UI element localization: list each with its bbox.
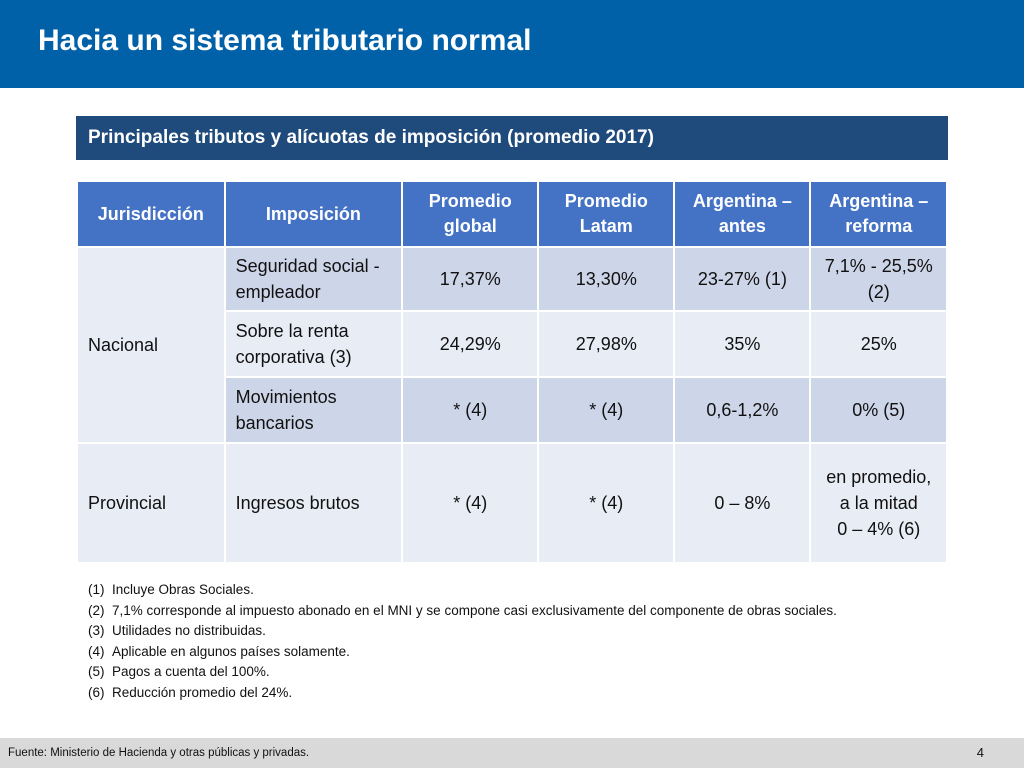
footnote-number: (5)	[88, 664, 105, 679]
tax-name: Seguridad social - empleador	[225, 248, 402, 310]
footnote: (4) Aplicable en algunos países solamente…	[88, 642, 837, 663]
promedio-global-value: * (4)	[403, 378, 538, 442]
footnote: (5) Pagos a cuenta del 100%.	[88, 662, 837, 683]
promedio-latam-value: 13,30%	[539, 248, 674, 310]
tax-name: Ingresos brutos	[225, 444, 402, 562]
footnote-number: (2)	[88, 602, 105, 618]
jurisdiction-provincial: Provincial	[78, 444, 224, 562]
tax-table: Jurisdicción Imposición Promedio global …	[76, 180, 948, 564]
footnote-text: Pagos a cuenta del 100%.	[112, 664, 270, 679]
table-row: Sobre la renta corporativa (3) 24,29% 27…	[78, 312, 946, 376]
footnote-text: Incluye Obras Sociales.	[112, 582, 254, 597]
header-jurisdiccion: Jurisdicción	[78, 182, 224, 246]
footnote: (3) Utilidades no distribuidas.	[88, 621, 837, 642]
footnote: (6) Reducción promedio del 24%.	[88, 683, 837, 704]
tax-name: Sobre la renta corporativa (3)	[225, 312, 402, 376]
argentina-reforma-value: 25%	[811, 312, 946, 376]
header-argentina-reforma: Argentina – reforma	[811, 182, 946, 246]
header-imposicion: Imposición	[225, 182, 402, 246]
promedio-latam-value: * (4)	[539, 378, 674, 442]
promedio-global-value: * (4)	[403, 444, 538, 562]
header-promedio-global: Promedio global	[403, 182, 538, 246]
footnote-text: 7,1% corresponde al impuesto abonado en …	[112, 602, 837, 618]
reforma-range: 0 – 4% (6)	[837, 519, 921, 539]
tax-name: Movimientos bancarios	[225, 378, 402, 442]
promedio-latam-value: * (4)	[539, 444, 674, 562]
footnote-number: (1)	[88, 582, 105, 597]
argentina-antes-value: 0,6-1,2%	[675, 378, 810, 442]
promedio-latam-value: 27,98%	[539, 312, 674, 376]
argentina-antes-value: 35%	[675, 312, 810, 376]
promedio-global-value: 24,29%	[403, 312, 538, 376]
header-bar: Hacia un sistema tributario normal	[0, 0, 1024, 88]
promedio-global-value: 17,37%	[403, 248, 538, 310]
footnote-number: (3)	[88, 623, 105, 638]
argentina-antes-value: 0 – 8%	[675, 444, 810, 562]
jurisdiction-nacional: Nacional	[78, 248, 224, 442]
reforma-text: en promedio, a la mitad	[826, 467, 932, 513]
page-number: 4	[976, 745, 984, 760]
argentina-reforma-value: en promedio, a la mitad 0 – 4% (6)	[811, 444, 946, 562]
footnote-number: (4)	[88, 643, 105, 659]
table-row: Movimientos bancarios * (4) * (4) 0,6-1,…	[78, 378, 946, 442]
footnote-number: (6)	[88, 684, 105, 700]
footer-bar: Fuente: Ministerio de Hacienda y otras p…	[0, 738, 1024, 768]
footnotes: (1) Incluye Obras Sociales. (2) 7,1% corre…	[88, 580, 837, 703]
header-argentina-antes: Argentina – antes	[675, 182, 810, 246]
section-banner: Principales tributos y alícuotas de impo…	[76, 116, 948, 160]
source-note: Fuente: Ministerio de Hacienda y otras p…	[8, 747, 310, 759]
table-header-row: Jurisdicción Imposición Promedio global …	[78, 182, 946, 246]
page-title: Hacia un sistema tributario normal	[38, 24, 532, 57]
footnote-text: Reducción promedio del 24%.	[112, 684, 293, 700]
footnote-text: Aplicable en algunos países solamente.	[112, 643, 350, 659]
table-row: Nacional Seguridad social - empleador 17…	[78, 248, 946, 442]
footnote-text: Utilidades no distribuidas.	[112, 623, 266, 638]
footnote: (1) Incluye Obras Sociales.	[88, 580, 837, 601]
header-promedio-latam: Promedio Latam	[539, 182, 674, 246]
table-row: Provincial Ingresos brutos * (4) * (4) 0…	[78, 444, 946, 562]
argentina-reforma-value: 7,1% - 25,5% (2)	[811, 248, 946, 310]
section-subtitle: Principales tributos y alícuotas de impo…	[88, 127, 654, 148]
argentina-reforma-value: 0% (5)	[811, 378, 946, 442]
argentina-antes-value: 23-27% (1)	[675, 248, 810, 310]
footnote: (2) 7,1% corresponde al impuesto abonado …	[88, 601, 837, 622]
